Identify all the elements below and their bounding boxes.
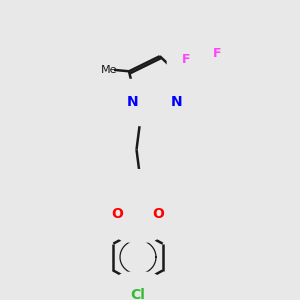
Text: N: N [127, 95, 138, 110]
Text: F: F [182, 53, 190, 66]
Text: O: O [152, 207, 164, 221]
Text: N: N [171, 95, 183, 110]
Text: S: S [132, 205, 144, 223]
Text: Cl: Cl [130, 288, 146, 300]
Text: Me: Me [101, 65, 118, 75]
Text: O: O [112, 207, 124, 221]
Text: F: F [212, 47, 221, 60]
Text: H: H [121, 184, 130, 197]
Text: F: F [193, 40, 201, 53]
Text: N: N [132, 186, 144, 200]
